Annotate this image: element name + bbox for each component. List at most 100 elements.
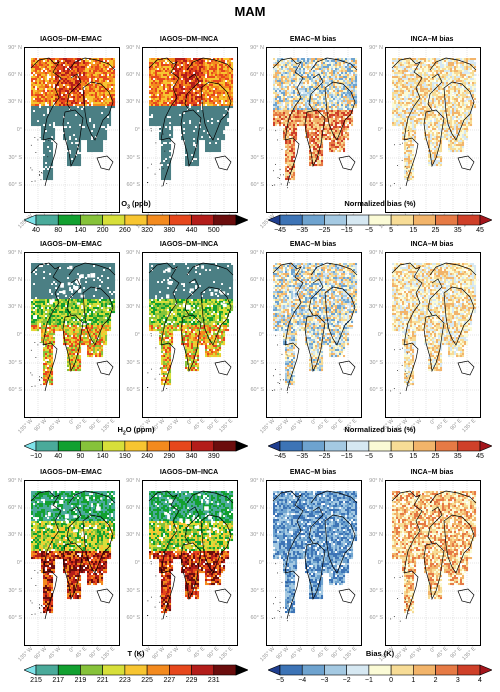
lat-label: 30° S: [120, 588, 140, 594]
lat-label: 0°: [244, 332, 264, 338]
lat-label: 60° N: [2, 72, 22, 78]
lat-label: 30° S: [120, 360, 140, 366]
lat-label: 60° N: [363, 72, 383, 78]
lat-label: 60° S: [120, 615, 140, 621]
colorbar-tick: 190: [115, 453, 135, 460]
colorbar-segment: [368, 214, 392, 226]
colorbar-tick: 229: [182, 677, 202, 684]
map-svg: [143, 481, 237, 645]
colorbar-segment: [368, 440, 392, 452]
coast-dots: [272, 130, 290, 189]
panel-title-o3-2: IAGOS–DM–INCA: [136, 36, 242, 43]
panel-title-temp-1: IAGOS–DM–EMAC: [18, 469, 124, 476]
colorbar-segment: [35, 440, 59, 452]
lat-label: 60° S: [363, 387, 383, 393]
colorbar-segment: [124, 664, 148, 676]
coast-dots: [30, 562, 50, 615]
colorbar-tick: 40: [48, 453, 68, 460]
colorbar-tick: 5: [381, 227, 401, 234]
colorbar-tick: 140: [70, 227, 90, 234]
colorbar-arrow-high: [235, 440, 249, 452]
lat-label: 60° S: [244, 615, 264, 621]
colorbar-segment: [57, 664, 81, 676]
colorbar-title-bias-h2o: Normalized bias (%): [268, 425, 492, 434]
lat-label: 30° S: [363, 155, 383, 161]
map-panel-o3-2: [142, 47, 238, 213]
lat-label: 60° S: [363, 182, 383, 188]
lat-label: 60° N: [120, 72, 140, 78]
page-title: MAM: [0, 4, 500, 19]
lat-label: 0°: [244, 127, 264, 133]
colorbar-tick: 500: [204, 227, 224, 234]
coastlines: [148, 262, 234, 392]
lat-label: 90° N: [2, 250, 22, 256]
colorbar-tick: 223: [115, 677, 135, 684]
map-svg: [267, 48, 361, 212]
map-panel-temp-4: [385, 480, 481, 646]
lat-label: 90° N: [120, 478, 140, 484]
colorbar-label-main: O: [121, 199, 127, 208]
lat-label: 60° S: [2, 387, 22, 393]
colorbar-tick: −25: [314, 453, 334, 460]
colorbar-segment: [213, 664, 237, 676]
colorbar-tick: 35: [448, 453, 468, 460]
colorbar-arrow-low: [23, 440, 37, 452]
colorbar-title-abs-o3: O3 (ppb): [24, 199, 248, 211]
colorbar-segment: [368, 664, 392, 676]
lat-label: 0°: [2, 560, 22, 566]
colorbar-segment: [346, 664, 370, 676]
colorbar-svg: [267, 440, 493, 452]
coastlines: [272, 57, 358, 187]
lat-label: 60° N: [244, 72, 264, 78]
lat-label: 90° N: [363, 478, 383, 484]
lat-label: 90° N: [363, 250, 383, 256]
map-svg: [386, 48, 480, 212]
lat-label: 30° N: [120, 99, 140, 105]
colorbar-segment: [146, 664, 170, 676]
colorbar-tick: −4: [292, 677, 312, 684]
coast-dots: [30, 334, 50, 387]
coast-dots: [272, 335, 290, 394]
data-field: [31, 58, 116, 181]
colorbar-segment: [457, 214, 481, 226]
colorbar-segment: [435, 440, 459, 452]
colorbar-arrow-low: [267, 440, 281, 452]
coast-dots: [272, 563, 290, 622]
map-panel-h2o-4: [385, 252, 481, 418]
lat-label: 30° S: [2, 588, 22, 594]
colorbar-segment: [124, 440, 148, 452]
colorbar-tick: −45: [270, 227, 290, 234]
map-panel-temp-3: [266, 480, 362, 646]
colorbar-label-main: H: [118, 425, 123, 434]
map-panel-o3-4: [385, 47, 481, 213]
colorbar-arrow-low: [23, 214, 37, 226]
colorbar-arrow-high: [235, 664, 249, 676]
map-svg: [386, 481, 480, 645]
colorbar-bias-h2o: [267, 439, 493, 457]
colorbar-segment: [102, 440, 126, 452]
colorbar-segment: [169, 664, 192, 676]
colorbar-segment: [435, 214, 459, 226]
colorbar-abs-temp: [23, 663, 249, 681]
lat-label: 0°: [120, 127, 140, 133]
colorbar-tick: 140: [93, 453, 113, 460]
colorbar-segment: [301, 214, 325, 226]
colorbar-segment: [191, 214, 215, 226]
lat-label: 30° N: [120, 304, 140, 310]
colorbar-label-rest: (ppb): [130, 199, 151, 208]
lat-label: 30° N: [2, 532, 22, 538]
map-panel-temp-2: [142, 480, 238, 646]
colorbar-svg: [23, 664, 249, 676]
coastlines: [272, 490, 358, 620]
lat-label: 0°: [363, 560, 383, 566]
colorbar-segment: [301, 664, 325, 676]
data-field: [273, 263, 358, 386]
colorbar-tick: 217: [48, 677, 68, 684]
lat-label: 60° N: [2, 277, 22, 283]
panel-title-h2o-4: INCA–M bias: [379, 241, 485, 248]
lat-label: 30° N: [363, 532, 383, 538]
lat-label: 60° S: [2, 182, 22, 188]
lat-label: 90° N: [244, 250, 264, 256]
colorbar-tick: 45: [470, 227, 490, 234]
colorbar-segment: [80, 214, 103, 226]
